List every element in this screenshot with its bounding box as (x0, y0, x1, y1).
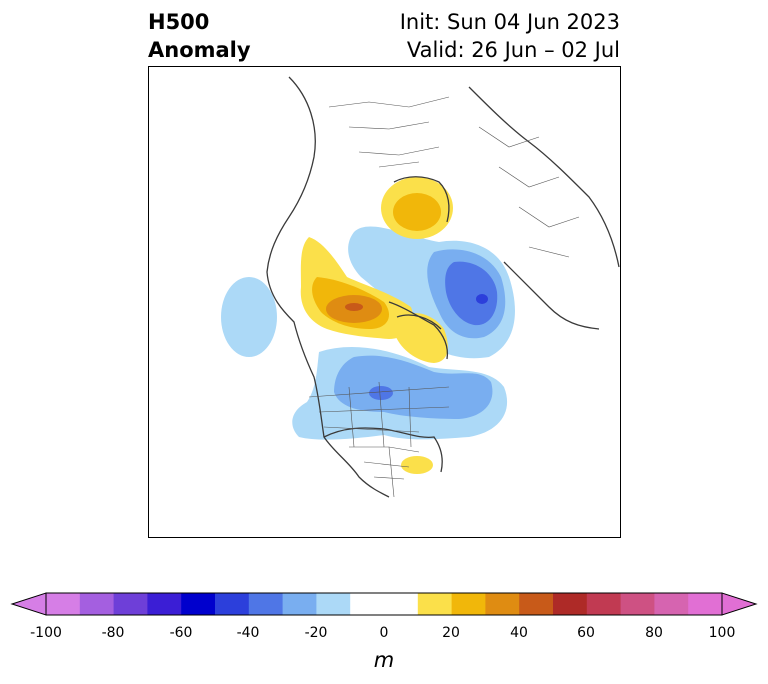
valid-range: Valid: 26 Jun – 02 Jul (406, 38, 620, 62)
title-line-1: H500 (148, 10, 210, 34)
colorbar-outline (45, 592, 723, 616)
colorbar-tick-label: 80 (645, 625, 663, 641)
colorbar-tick-label: -60 (169, 625, 193, 641)
colorbar-segment (248, 593, 284, 615)
colorbar-tick-label: 60 (577, 625, 595, 641)
colorbar-segment (79, 593, 115, 615)
colorbar-segment (586, 593, 622, 615)
colorbar-tick-label: 100 (708, 625, 736, 641)
map-panel (148, 66, 621, 538)
forecast-dates: Init: Sun 04 Jun 2023 Valid: 26 Jun – 02… (400, 8, 620, 64)
colorbar-segment (181, 593, 216, 615)
colorbar-segment (46, 593, 81, 615)
colorbar-extend-high (721, 592, 758, 616)
positive-anomaly (300, 177, 453, 474)
colorbar-segment (282, 593, 317, 615)
colorbar-segment (620, 593, 655, 615)
colorbar (10, 592, 758, 616)
colorbar-segment (113, 593, 148, 615)
init-date: Init: Sun 04 Jun 2023 (399, 10, 620, 34)
colorbar-segment (654, 593, 689, 615)
colorbar-tick-label: -20 (304, 625, 328, 641)
political-borders (308, 96, 580, 498)
colorbar-segment (417, 593, 453, 615)
colorbar-segment (688, 593, 723, 615)
colorbar-segment (485, 593, 520, 615)
anomaly-map (221, 76, 620, 498)
colorbar-tick-label: -100 (30, 625, 62, 641)
colorbar-segment (519, 593, 554, 615)
colorbar-segment (350, 593, 385, 615)
colorbar-segment (215, 593, 250, 615)
colorbar-segment (147, 593, 182, 615)
colorbar-tick-label: 20 (442, 625, 460, 641)
colorbar-segment (553, 593, 588, 615)
colorbar-segment (316, 593, 351, 615)
colorbar-tick-label: 40 (510, 625, 528, 641)
colorbar-tick-label: 0 (379, 625, 389, 641)
title-line-2: Anomaly (148, 38, 251, 62)
map-title: H500 Anomaly (148, 8, 251, 64)
colorbar-tick-label: -80 (101, 625, 125, 641)
negative-anomaly-strong (369, 261, 498, 400)
colorbar-segment (384, 593, 419, 615)
colorbar-extend-low (10, 592, 47, 616)
colorbar-unit: m (373, 648, 395, 672)
colorbar-segment (451, 593, 486, 615)
colorbar-tick-label: -40 (236, 625, 260, 641)
